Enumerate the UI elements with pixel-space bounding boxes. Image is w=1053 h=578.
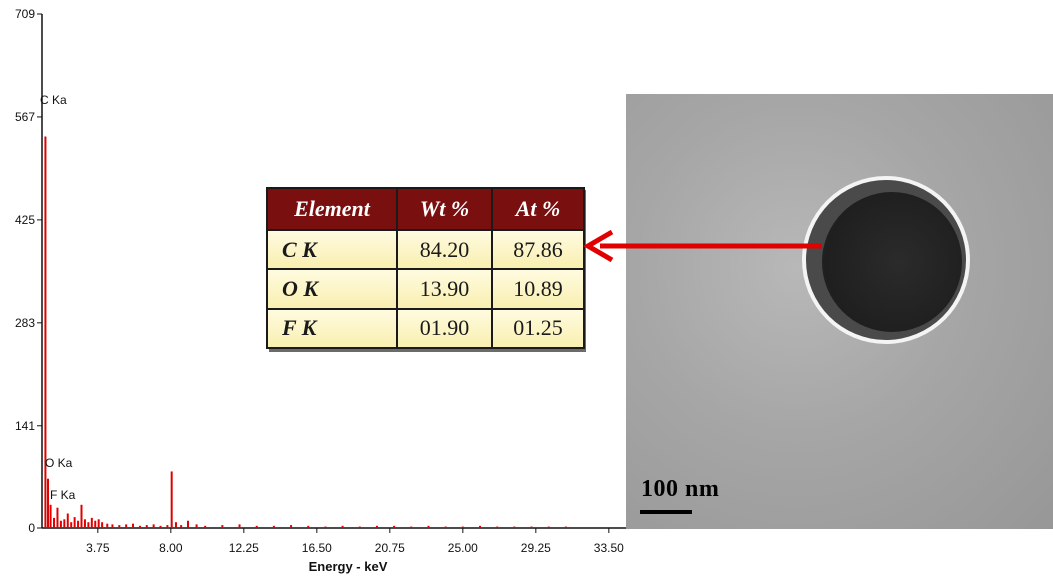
scale-bar-label: 100 nm — [641, 476, 720, 502]
peak-label: C Ka — [40, 93, 67, 107]
chart-labels: C Ka O Ka F Ka — [40, 93, 76, 502]
x-tick-label: 16.50 — [302, 541, 332, 555]
table-cell-element: O K — [266, 268, 398, 310]
x-tick-label: 29.25 — [521, 541, 551, 555]
table-cell-wt: 13.90 — [396, 268, 493, 310]
composition-table: Element Wt % At % C K 84.20 87.86 O K 13… — [266, 187, 585, 350]
table-cell-at: 01.25 — [491, 307, 585, 350]
eds-spectrum-chart: 0 141 283 425 567 709 3.75 8.00 12.25 16.50 20.75 2… — [15, 7, 626, 574]
x-tick-label: 12.25 — [229, 541, 259, 555]
y-tick-label: 567 — [15, 110, 35, 124]
header-wt: Wt % — [396, 187, 493, 231]
table-row: C K 84.20 87.86 — [266, 228, 585, 271]
header-at: At % — [491, 187, 585, 231]
table-row: O K 13.90 10.89 — [266, 268, 585, 310]
tem-micrograph: 100 nm — [626, 94, 1053, 529]
x-tick-label: 3.75 — [86, 541, 110, 555]
x-tick-label: 33.50 — [594, 541, 624, 555]
x-tick-label: 8.00 — [159, 541, 183, 555]
y-tick-label: 425 — [15, 213, 35, 227]
table-cell-at: 10.89 — [491, 268, 585, 310]
table-cell-at: 87.86 — [491, 228, 585, 271]
y-tick-label: 0 — [28, 521, 35, 535]
x-tick-label: 20.75 — [375, 541, 405, 555]
particle-core — [822, 192, 962, 332]
table-row: F K 01.90 01.25 — [266, 307, 585, 350]
table-cell-wt: 84.20 — [396, 228, 493, 271]
x-axis-title: Energy - keV — [309, 559, 388, 574]
table-cell-wt: 01.90 — [396, 307, 493, 350]
scale-bar — [640, 510, 692, 514]
table-header-row: Element Wt % At % — [266, 187, 585, 231]
y-tick-label: 709 — [15, 7, 35, 21]
y-tick-label: 283 — [15, 316, 35, 330]
peak-label: O Ka — [45, 456, 73, 470]
peak-label: F Ka — [50, 488, 76, 502]
y-tick-label: 141 — [15, 419, 35, 433]
header-element: Element — [266, 187, 398, 231]
x-tick-label: 25.00 — [448, 541, 478, 555]
table-cell-element: F K — [266, 307, 398, 350]
chart-axes: 0 141 283 425 567 709 3.75 8.00 12.25 16.50 20.75 2… — [15, 7, 626, 555]
table-cell-element: C K — [266, 228, 398, 271]
chart-bars — [44, 136, 567, 528]
